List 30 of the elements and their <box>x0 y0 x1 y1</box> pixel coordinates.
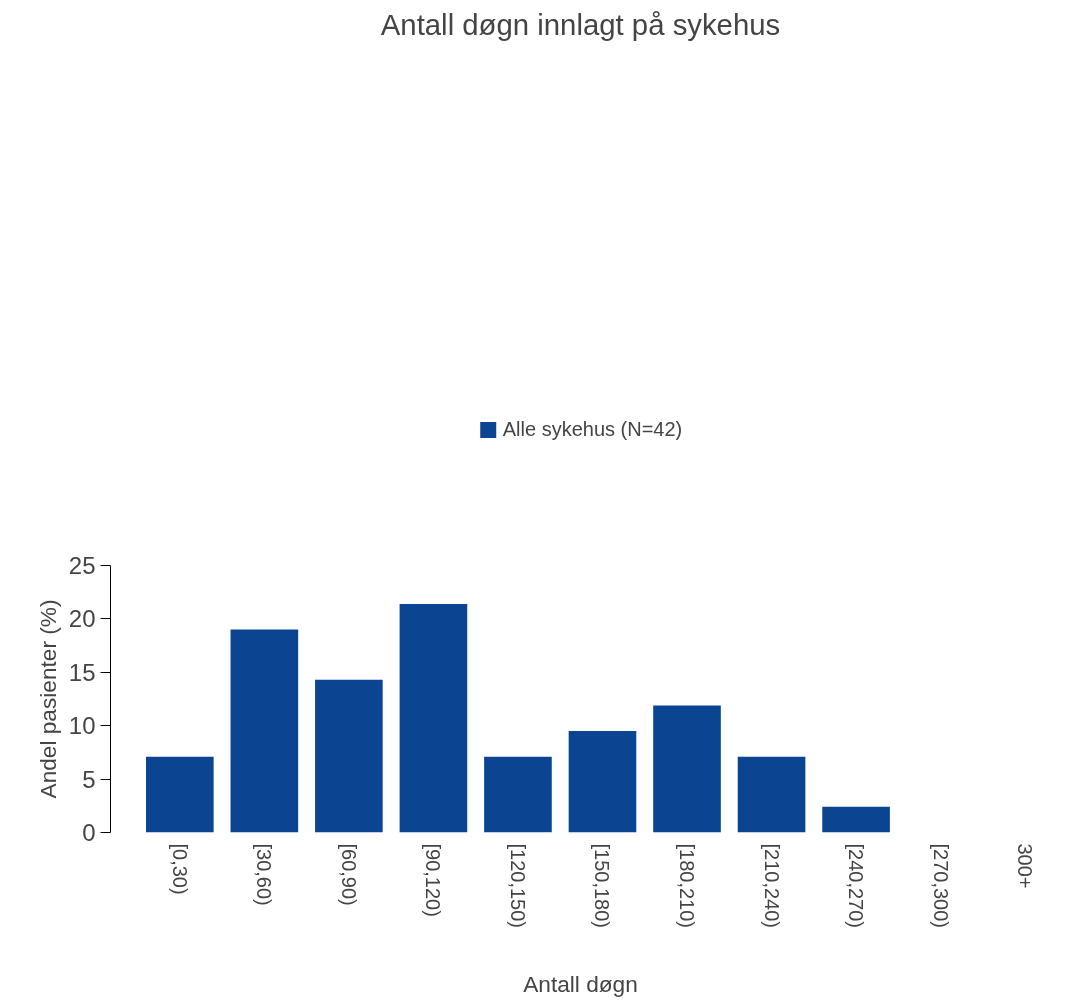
legend-label: Alle sykehus (N=42) <box>502 417 683 441</box>
y-tick-label: 20 <box>68 605 96 633</box>
x-axis-title: Antall døgn <box>523 971 638 998</box>
x-tick-label: [150,180) <box>591 843 614 929</box>
y-axis-title: Andel pasienter (%) <box>34 599 61 799</box>
y-tick-label: 15 <box>68 658 96 686</box>
y-tick-label: 0 <box>82 819 96 846</box>
bar <box>484 756 552 833</box>
bar <box>653 705 721 833</box>
bar <box>146 756 214 833</box>
x-tick-label: [60,90) <box>337 843 360 906</box>
x-tick-label: [90,120) <box>422 843 445 917</box>
bar <box>399 603 468 833</box>
bar <box>737 756 806 833</box>
x-tick-label: [120,150) <box>506 843 529 929</box>
x-tick-label: [30,60) <box>253 843 276 906</box>
y-tick-label: 10 <box>68 712 96 740</box>
y-tick-label: 25 <box>68 552 96 579</box>
bar <box>822 806 890 833</box>
x-tick-label: [180,210) <box>676 843 699 929</box>
x-tick-label: 300+ <box>1014 843 1037 889</box>
x-tick-label: [0,30) <box>168 843 191 895</box>
bar <box>230 629 299 833</box>
x-tick-label: [210,240) <box>760 843 783 929</box>
x-tick-label: [270,300) <box>929 843 952 929</box>
y-tick-label: 5 <box>82 765 96 793</box>
bar <box>315 679 383 833</box>
x-tick-label: [240,270) <box>845 843 868 929</box>
chart-title: Antall døgn innlagt på sykehus <box>380 7 781 41</box>
bar <box>568 731 637 833</box>
